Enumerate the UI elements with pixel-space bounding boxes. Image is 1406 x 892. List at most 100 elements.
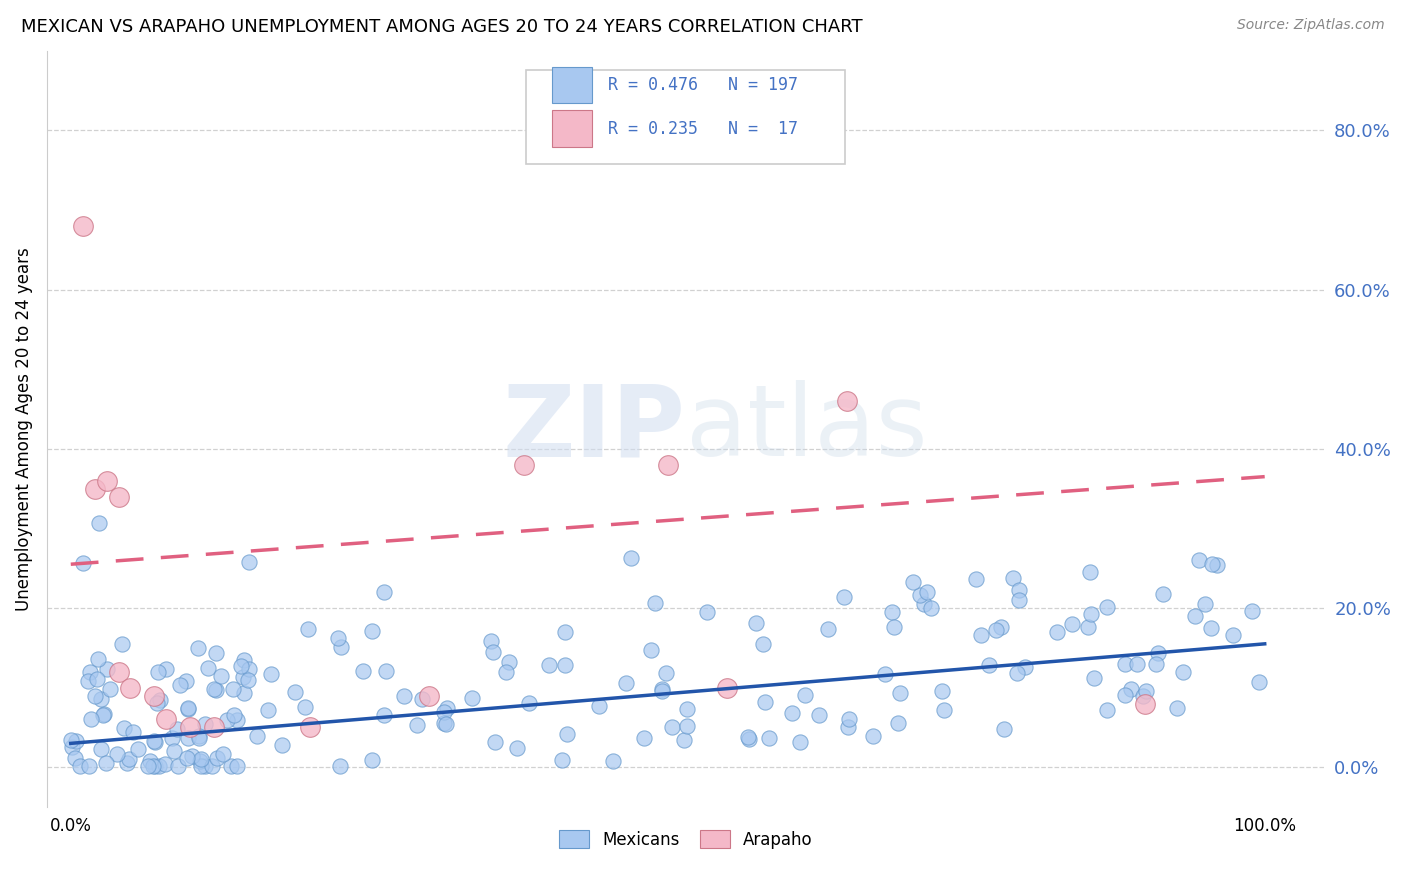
Point (149, 693, 172, 707)
Point (105, 747, 128, 761)
Point (738, 731, 761, 746)
Point (143, 689, 166, 703)
Point (136, 759, 159, 773)
Point (614, 676, 637, 690)
Point (1114, 688, 1136, 702)
Point (202, 721, 225, 735)
Point (181, 749, 204, 764)
Point (373, 708, 395, 723)
Point (1199, 621, 1222, 635)
Point (696, 605, 718, 619)
Point (498, 655, 520, 669)
Point (112, 721, 135, 735)
Point (651, 684, 673, 698)
Point (1152, 587, 1174, 601)
Point (77, 759, 100, 773)
FancyBboxPatch shape (526, 70, 845, 164)
Point (538, 657, 561, 672)
Point (226, 714, 249, 728)
Point (751, 637, 773, 651)
Point (675, 702, 697, 716)
Point (177, 731, 200, 746)
Point (177, 700, 200, 714)
Point (758, 731, 780, 745)
Point (434, 717, 457, 731)
Point (142, 759, 165, 773)
Point (965, 572, 987, 586)
Point (146, 696, 169, 710)
Point (517, 696, 540, 710)
Point (1083, 671, 1105, 685)
Point (211, 747, 233, 761)
Point (373, 584, 395, 599)
Point (862, 730, 884, 744)
Point (1132, 689, 1154, 703)
Point (984, 624, 1007, 638)
Point (72, 219, 94, 233)
Point (138, 754, 160, 768)
Point (883, 620, 905, 634)
Point (418, 689, 440, 703)
Point (375, 664, 398, 678)
Point (232, 653, 254, 667)
Point (90, 742, 112, 756)
Point (832, 591, 855, 605)
Point (875, 666, 897, 681)
Point (197, 661, 219, 675)
Point (222, 707, 245, 722)
Point (506, 740, 529, 755)
Point (232, 670, 254, 684)
Point (166, 723, 188, 737)
Point (96, 474, 118, 488)
Point (1135, 683, 1157, 698)
Point (155, 662, 177, 676)
Legend: Mexicans, Arapaho: Mexicans, Arapaho (553, 823, 820, 855)
Point (651, 681, 673, 696)
Point (661, 720, 683, 734)
Point (79, 665, 101, 679)
Point (72, 556, 94, 570)
Point (187, 731, 209, 745)
Point (107, 490, 129, 504)
Point (209, 668, 232, 682)
Point (908, 588, 931, 602)
Point (86, 651, 108, 665)
Point (838, 712, 860, 726)
Point (120, 681, 142, 695)
Point (835, 394, 858, 409)
Point (246, 729, 269, 743)
Point (1014, 659, 1036, 673)
Point (1008, 593, 1031, 607)
Point (912, 598, 935, 612)
Point (63, 751, 86, 765)
Point (550, 753, 572, 767)
Y-axis label: Unemployment Among Ages 20 to 24 years: Unemployment Among Ages 20 to 24 years (15, 247, 32, 611)
Point (122, 724, 145, 739)
Point (737, 730, 759, 744)
Point (96, 756, 118, 770)
Point (672, 733, 695, 747)
Point (297, 623, 319, 637)
Point (1171, 665, 1194, 679)
Point (177, 702, 200, 716)
Point (361, 754, 384, 768)
Point (484, 735, 506, 749)
Point (205, 646, 228, 660)
Point (1008, 583, 1031, 598)
Point (1249, 675, 1271, 690)
Point (142, 734, 165, 748)
Point (794, 689, 817, 703)
Point (91, 708, 114, 723)
Point (620, 550, 643, 565)
Point (931, 683, 953, 698)
Point (1184, 609, 1206, 624)
Point (90, 691, 112, 706)
Point (554, 658, 576, 673)
Point (754, 695, 776, 709)
Point (644, 596, 666, 610)
Point (79, 712, 101, 726)
Point (107, 665, 129, 679)
Point (555, 727, 578, 741)
Point (127, 742, 149, 756)
Point (231, 658, 253, 673)
